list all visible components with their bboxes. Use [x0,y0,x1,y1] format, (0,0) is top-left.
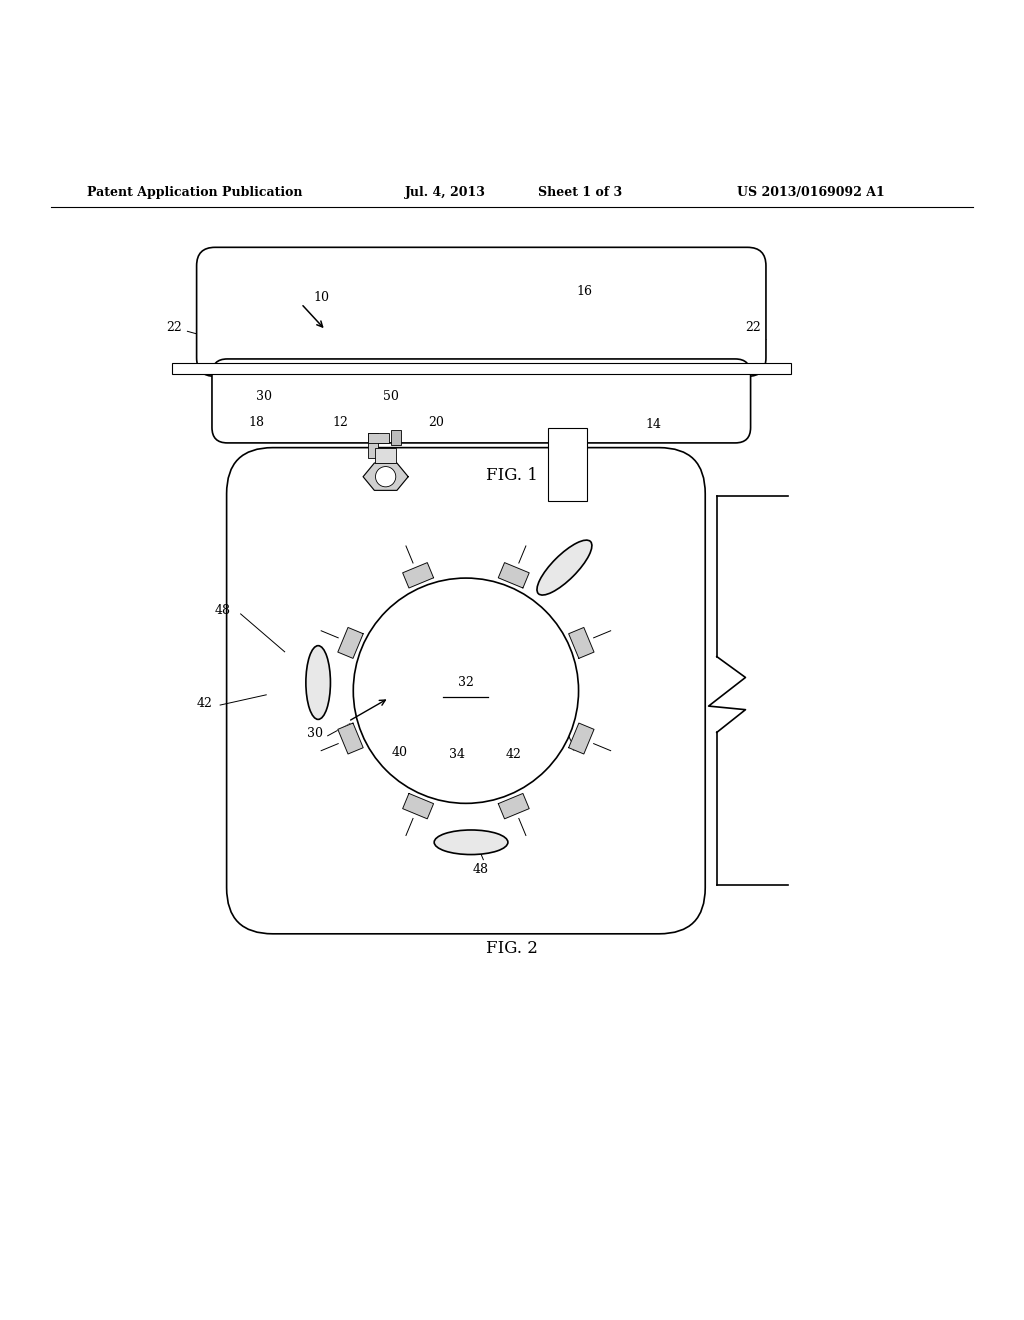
Polygon shape [338,723,364,754]
Polygon shape [499,562,529,587]
Polygon shape [568,723,594,754]
Polygon shape [402,793,433,818]
Text: 16: 16 [577,285,593,298]
Polygon shape [402,562,433,587]
Text: 48: 48 [473,863,489,876]
Text: 14: 14 [645,418,662,430]
Polygon shape [338,627,364,659]
Bar [369,433,389,444]
Ellipse shape [306,645,331,719]
Text: 42: 42 [506,747,522,760]
Text: FIG. 1: FIG. 1 [486,467,538,484]
Text: 18: 18 [249,416,265,429]
Bar [376,447,396,463]
Polygon shape [568,627,594,659]
Text: 34: 34 [449,747,465,760]
Polygon shape [364,463,409,490]
Text: 42: 42 [197,697,213,710]
Ellipse shape [434,830,508,854]
Polygon shape [499,793,529,818]
Text: FIG. 2: FIG. 2 [486,940,538,957]
Text: 40: 40 [391,746,408,759]
Text: 48: 48 [215,605,231,618]
FancyBboxPatch shape [212,359,751,444]
Bar [369,433,379,458]
Text: Jul. 4, 2013: Jul. 4, 2013 [404,186,485,198]
Circle shape [376,466,395,487]
Text: US 2013/0169092 A1: US 2013/0169092 A1 [737,186,885,198]
Text: 20: 20 [428,416,444,429]
Circle shape [353,578,579,804]
Text: 30: 30 [307,727,324,741]
Ellipse shape [537,540,592,595]
FancyBboxPatch shape [226,447,706,933]
Text: 22: 22 [166,321,181,334]
Text: 22: 22 [745,321,761,334]
Text: 48: 48 [569,741,586,754]
Bar [172,363,791,375]
Bar [391,429,401,445]
Text: 30: 30 [256,391,272,404]
Text: Sheet 1 of 3: Sheet 1 of 3 [538,186,622,198]
Text: 12: 12 [333,416,349,429]
FancyBboxPatch shape [197,247,766,376]
Bar [548,428,587,502]
Text: 10: 10 [313,290,330,304]
Text: 32: 32 [458,676,474,689]
Text: 50: 50 [383,391,399,404]
Text: Patent Application Publication: Patent Application Publication [87,186,302,198]
